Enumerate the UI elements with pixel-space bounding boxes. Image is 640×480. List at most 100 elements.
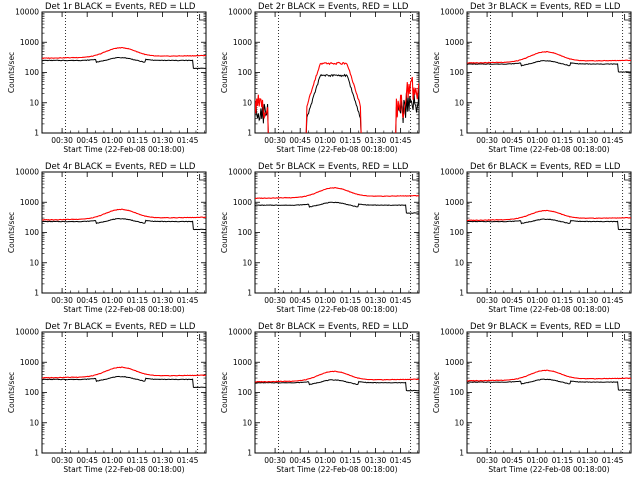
y-tick-label: 10 xyxy=(29,418,39,427)
y-axis-label: Counts/sec xyxy=(432,372,441,413)
x-tick-label: 01:45 xyxy=(177,296,199,305)
x-tick-label: 00:45 xyxy=(501,136,523,145)
y-tick-label: 1000 xyxy=(445,358,464,367)
panel-det-8r: Det 8r BLACK = Events, RED = LLD 1 10 100 10… xyxy=(220,322,420,474)
series-events-line xyxy=(42,375,206,389)
x-axis-label: Start Time (22-Feb-08 00:18:00) xyxy=(276,305,397,314)
panel-det-9r: Det 9r BLACK = Events, RED = LLD 1 10 100 10… xyxy=(432,322,632,474)
x-tick-label: 01:00 xyxy=(101,456,123,465)
panel-det-4r: Det 4r BLACK = Events, RED = LLD 1 10 100 10… xyxy=(7,162,207,314)
panel-title: Det 8r BLACK = Events, RED = LLD xyxy=(258,322,409,332)
x-tick-label: 01:45 xyxy=(390,136,412,145)
x-tick-label: 01:30 xyxy=(365,296,387,305)
plot-frame xyxy=(254,331,420,454)
series-events-line xyxy=(255,73,419,133)
panel-title: Det 6r BLACK = Events, RED = LLD xyxy=(470,162,621,172)
x-tick-label: 00:30 xyxy=(476,136,498,145)
series-lld-line xyxy=(255,187,419,199)
series-events-line xyxy=(467,60,631,73)
x-tick-label: 01:45 xyxy=(602,136,624,145)
corner-mark xyxy=(412,174,419,181)
x-tick-label: 00:45 xyxy=(289,296,311,305)
series-events-line xyxy=(42,217,206,231)
plot-frame xyxy=(41,171,207,294)
x-tick-label: 01:30 xyxy=(365,136,387,145)
y-tick-label: 10 xyxy=(242,98,252,107)
x-tick-label: 01:45 xyxy=(390,456,412,465)
plot-frame xyxy=(466,11,632,134)
x-tick-label: 00:45 xyxy=(501,296,523,305)
y-tick-label: 10000 xyxy=(228,8,252,17)
series-events-line xyxy=(467,378,631,391)
corner-mark xyxy=(624,174,631,181)
y-tick-label: 1 xyxy=(34,449,39,458)
y-axis-label: Counts/sec xyxy=(7,372,16,413)
series-lld-line xyxy=(42,46,206,59)
x-axis-label: Start Time (22-Feb-08 00:18:00) xyxy=(63,465,184,474)
corner-mark xyxy=(624,14,631,21)
x-tick-label: 01:45 xyxy=(177,456,199,465)
y-tick-label: 10 xyxy=(454,258,464,267)
y-tick-label: 1000 xyxy=(233,358,252,367)
x-tick-label: 01:00 xyxy=(526,456,548,465)
plot-frame xyxy=(254,11,420,134)
y-tick-label: 1 xyxy=(247,289,252,298)
y-tick-label: 1 xyxy=(459,449,464,458)
y-tick-label: 1 xyxy=(247,449,252,458)
panel-title: Det 9r BLACK = Events, RED = LLD xyxy=(470,322,621,332)
x-tick-label: 00:30 xyxy=(51,296,73,305)
y-axis-label: Counts/sec xyxy=(7,212,16,253)
plot-frame xyxy=(41,331,207,454)
plot-frame xyxy=(41,11,207,134)
y-tick-label: 10 xyxy=(29,258,39,267)
y-tick-label: 100 xyxy=(238,68,253,77)
y-tick-label: 10 xyxy=(242,258,252,267)
y-axis-label: Counts/sec xyxy=(220,372,229,413)
y-tick-label: 1000 xyxy=(445,198,464,207)
y-axis-label: Counts/sec xyxy=(432,212,441,253)
plot-frame xyxy=(466,171,632,294)
x-tick-label: 00:30 xyxy=(264,136,286,145)
series-lld-line xyxy=(467,51,631,64)
y-tick-label: 1 xyxy=(459,129,464,138)
x-tick-label: 00:30 xyxy=(51,136,73,145)
y-tick-label: 1000 xyxy=(20,358,39,367)
x-tick-label: 01:45 xyxy=(177,136,199,145)
x-axis-label: Start Time (22-Feb-08 00:18:00) xyxy=(276,465,397,474)
x-tick-label: 00:45 xyxy=(501,456,523,465)
x-tick-label: 01:45 xyxy=(390,296,412,305)
series-lld-line xyxy=(467,369,631,382)
y-tick-label: 1 xyxy=(247,129,252,138)
y-tick-label: 100 xyxy=(25,388,40,397)
x-axis-label: Start Time (22-Feb-08 00:18:00) xyxy=(63,305,184,314)
y-tick-label: 100 xyxy=(25,228,40,237)
y-tick-label: 1000 xyxy=(20,198,39,207)
x-tick-label: 01:00 xyxy=(101,136,123,145)
y-tick-label: 10000 xyxy=(440,328,464,337)
x-tick-label: 01:15 xyxy=(127,136,149,145)
x-tick-label: 00:45 xyxy=(76,456,98,465)
x-tick-label: 01:15 xyxy=(340,456,362,465)
y-tick-label: 1000 xyxy=(445,38,464,47)
y-tick-label: 1 xyxy=(459,289,464,298)
panel-title: Det 7r BLACK = Events, RED = LLD xyxy=(45,322,196,332)
x-tick-label: 00:30 xyxy=(264,456,286,465)
series-lld-line xyxy=(42,366,206,379)
x-tick-label: 00:30 xyxy=(264,296,286,305)
x-tick-label: 00:45 xyxy=(289,136,311,145)
series-lld-line xyxy=(255,61,419,133)
x-tick-label: 01:30 xyxy=(577,136,599,145)
x-tick-label: 01:00 xyxy=(101,296,123,305)
plot-frame xyxy=(254,171,420,294)
y-tick-label: 10 xyxy=(454,98,464,107)
corner-mark xyxy=(199,174,206,181)
x-tick-label: 01:45 xyxy=(602,456,624,465)
series-lld-line xyxy=(467,209,631,222)
x-tick-label: 00:30 xyxy=(51,456,73,465)
x-tick-label: 01:15 xyxy=(340,136,362,145)
x-tick-label: 01:15 xyxy=(127,296,149,305)
panel-title: Det 2r BLACK = Events, RED = LLD xyxy=(258,2,409,12)
y-tick-label: 10000 xyxy=(15,328,39,337)
x-tick-label: 01:15 xyxy=(552,136,574,145)
